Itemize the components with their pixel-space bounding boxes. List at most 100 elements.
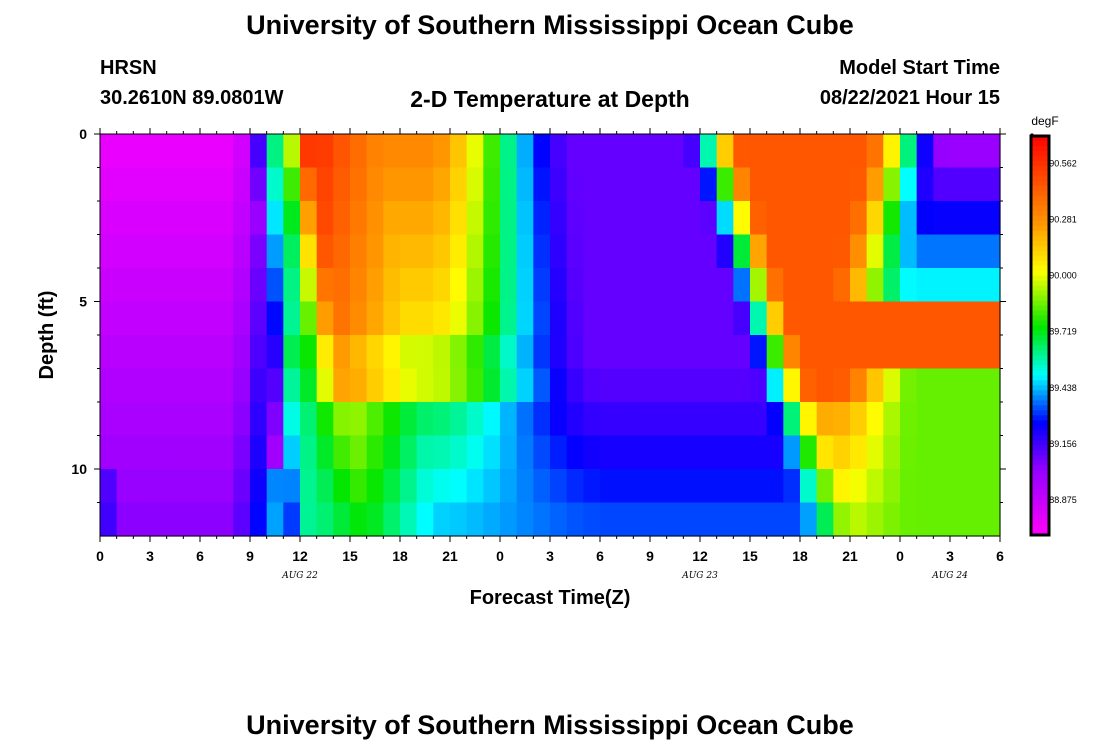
heatmap-cell [383, 469, 401, 504]
heatmap-cell [766, 402, 784, 437]
heatmap-cell [850, 502, 868, 537]
colorbar-swatch [1031, 290, 1049, 297]
heatmap-cell [150, 469, 168, 504]
heatmap-cell [850, 469, 868, 504]
heatmap-cell [316, 335, 334, 370]
heatmap-cell [116, 435, 134, 470]
heatmap-cell [583, 435, 601, 470]
heatmap-cell [750, 268, 768, 303]
heatmap-cell [150, 268, 168, 303]
heatmap-cell [483, 301, 501, 336]
heatmap-cell [816, 167, 834, 202]
heatmap-cell [666, 268, 684, 303]
heatmap-cell [233, 234, 251, 269]
heatmap-cell [583, 502, 601, 537]
colorbar-swatch [1031, 365, 1049, 372]
heatmap-cell [783, 402, 801, 437]
heatmap-cell [916, 435, 934, 470]
heatmap-cell [900, 301, 918, 336]
colorbar-tick-label: 89.438 [1049, 383, 1077, 393]
heatmap-cell [933, 167, 951, 202]
heatmap-cell [516, 134, 534, 169]
colorbar-tick-label: 90.000 [1049, 271, 1077, 281]
heatmap-cell [383, 335, 401, 370]
heatmap-cell [233, 268, 251, 303]
heatmap-cell [416, 268, 434, 303]
heatmap-cell [616, 201, 634, 236]
heatmap-cell [983, 402, 1001, 437]
heatmap-cell [533, 469, 551, 504]
heatmap-cell [200, 268, 218, 303]
heatmap-cell [650, 335, 668, 370]
heatmap-cell [100, 368, 118, 403]
heatmap-cell [400, 201, 418, 236]
heatmap-cell [533, 402, 551, 437]
y-tick-label: 10 [71, 461, 87, 477]
heatmap-cell [550, 234, 568, 269]
heatmap-cell [350, 134, 368, 169]
heatmap-cell [516, 469, 534, 504]
heatmap-cell [433, 134, 451, 169]
heatmap-cell [200, 234, 218, 269]
heatmap-cell [333, 368, 351, 403]
heatmap-cell [850, 368, 868, 403]
heatmap-cell [966, 134, 984, 169]
heatmap-cell [733, 234, 751, 269]
heatmap-cell [666, 167, 684, 202]
colorbar-swatch [1031, 150, 1049, 157]
heatmap-cell [250, 167, 268, 202]
heatmap-cell [816, 402, 834, 437]
heatmap-cell [316, 234, 334, 269]
heatmap-cell [250, 134, 268, 169]
colorbar-swatch [1031, 325, 1049, 332]
heatmap-cell [466, 368, 484, 403]
x-tick-label: 0 [496, 548, 504, 564]
heatmap-cell [966, 167, 984, 202]
colorbar-swatch [1031, 530, 1049, 536]
colorbar-swatch [1031, 340, 1049, 347]
heatmap-cell [333, 335, 351, 370]
heatmap-cell [500, 469, 518, 504]
heatmap-cell [783, 201, 801, 236]
heatmap-cell [450, 201, 468, 236]
heatmap-cell [100, 234, 118, 269]
heatmap-cell [166, 167, 184, 202]
heatmap-cell [133, 435, 151, 470]
heatmap-cell [733, 368, 751, 403]
heatmap-cell [766, 335, 784, 370]
heatmap-cell [383, 368, 401, 403]
heatmap-cell [500, 335, 518, 370]
heatmap-cell [150, 167, 168, 202]
heatmap-cell [666, 435, 684, 470]
heatmap-cell [716, 234, 734, 269]
heatmap-cell [183, 402, 201, 437]
heatmap-cell [183, 301, 201, 336]
heatmap-cell [133, 301, 151, 336]
heatmap-cell [916, 502, 934, 537]
heatmap-cell [233, 435, 251, 470]
heatmap-cell [683, 201, 701, 236]
heatmap-cell [166, 268, 184, 303]
heatmap-cell [933, 268, 951, 303]
heatmap-cell [433, 335, 451, 370]
heatmap-cell [600, 268, 618, 303]
heatmap-cell [216, 268, 234, 303]
colorbar-swatch [1031, 345, 1049, 352]
heatmap-cell [800, 368, 818, 403]
heatmap-cell [733, 435, 751, 470]
heatmap-cell [383, 167, 401, 202]
heatmap-cell [316, 167, 334, 202]
heatmap-cell [983, 469, 1001, 504]
heatmap-cell [283, 234, 301, 269]
colorbar-swatch [1031, 520, 1049, 526]
heatmap-cell [350, 435, 368, 470]
heatmap-cell [583, 335, 601, 370]
heatmap-cell [150, 134, 168, 169]
heatmap-cell [833, 201, 851, 236]
heatmap-cell [900, 234, 918, 269]
heatmap-cell [650, 234, 668, 269]
heatmap-cell [450, 368, 468, 403]
plot-title: 2-D Temperature at Depth [410, 86, 690, 112]
model-start-label: Model Start Time [839, 57, 1000, 79]
heatmap-cell [383, 134, 401, 169]
